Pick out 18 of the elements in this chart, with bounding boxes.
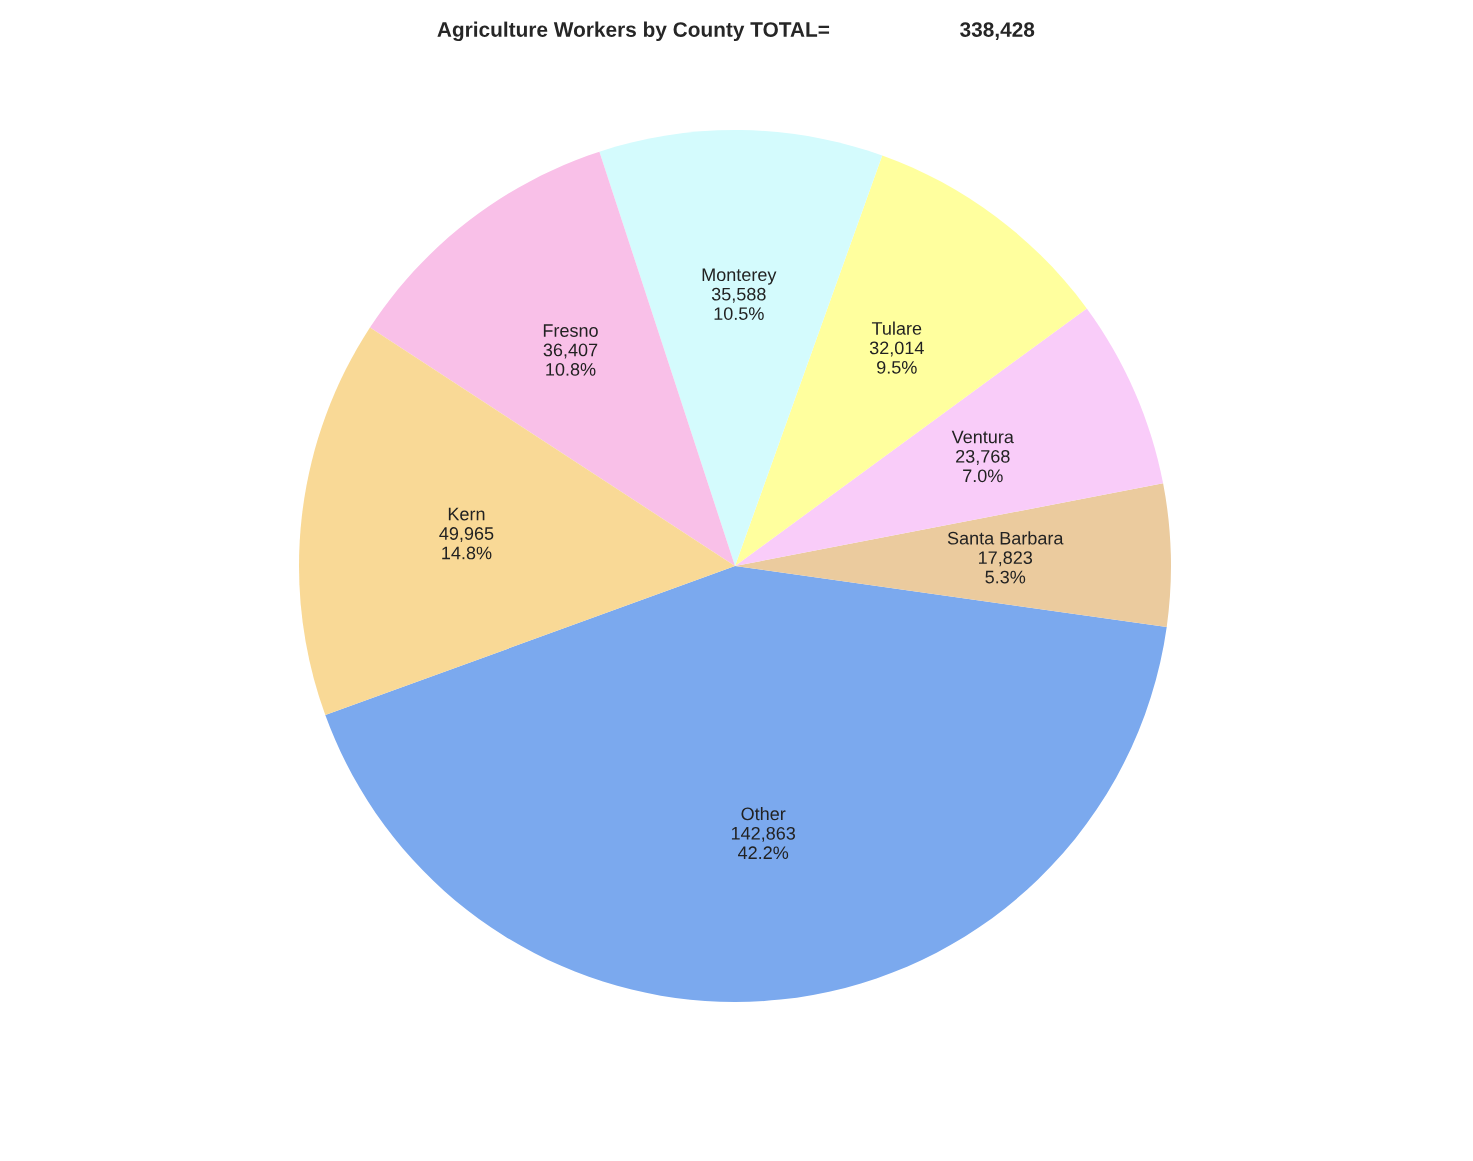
slice-label: Fresno — [543, 324, 598, 337]
data-label: 49,965 14.8% — [439, 527, 494, 560]
data-label: 142,863 42.2% — [731, 826, 796, 860]
slice-label: Kern — [448, 507, 485, 521]
chart-title: Agriculture Workers by County TOTAL= — [437, 21, 830, 42]
data-label: 17,823 5.3% — [979, 551, 1033, 584]
data-label: 35,588 10.5% — [711, 287, 766, 320]
pie-slice — [325, 566, 1167, 1002]
slice-label: Monterey — [702, 268, 777, 285]
slice-label: Other — [741, 806, 786, 821]
pie-slice — [735, 483, 1171, 627]
slice-label: Santa Barbara — [947, 531, 1064, 545]
slice-label: Tulare — [871, 321, 922, 335]
text: 338,428 — [960, 22, 1035, 40]
data-label: 36,407 10.8% — [543, 343, 598, 376]
data-label: 23,768 7.0% — [956, 449, 1010, 483]
slice-label: Ventura — [951, 430, 1014, 444]
data-label: 32,014 9.5% — [869, 341, 924, 374]
